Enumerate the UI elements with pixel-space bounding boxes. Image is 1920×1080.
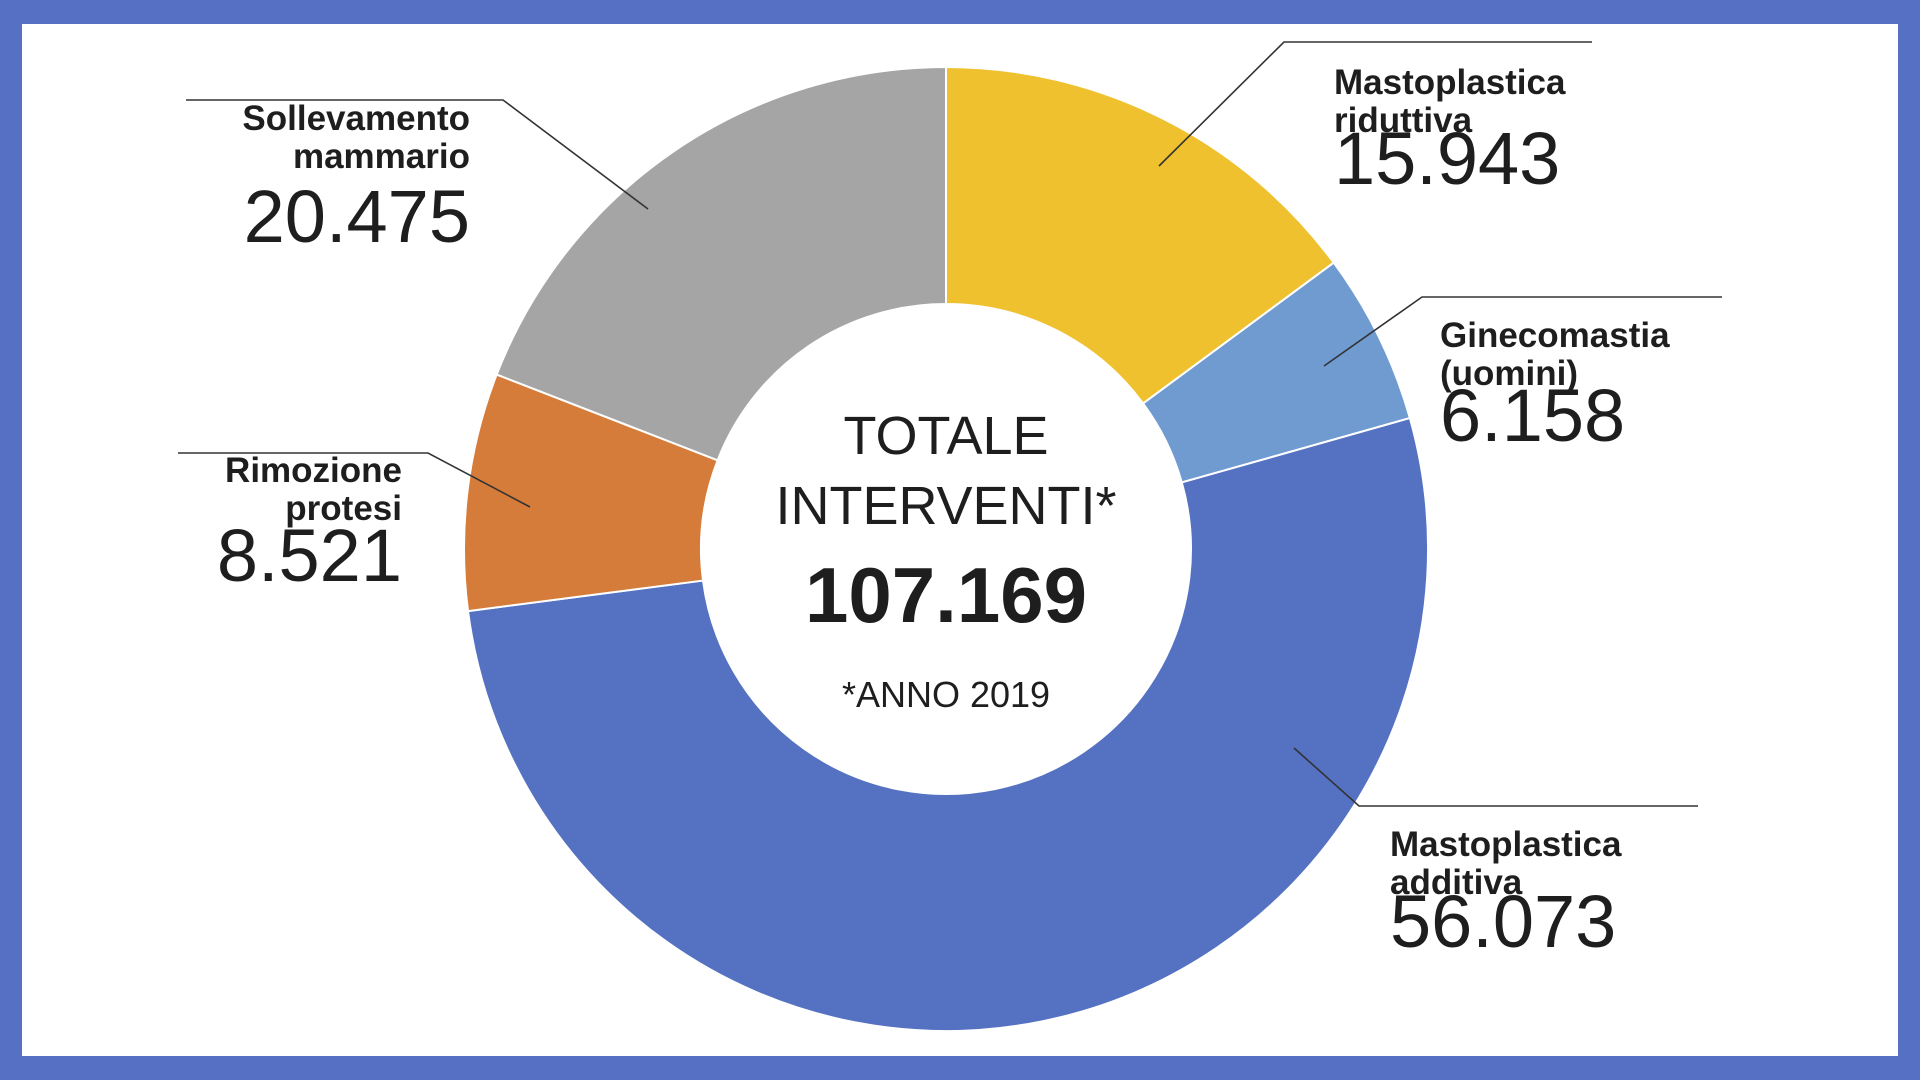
slice-labels: Mastoplasticariduttiva15.943Ginecomastia… — [217, 63, 1670, 963]
donut-chart: Mastoplasticariduttiva15.943Ginecomastia… — [178, 41, 1722, 1033]
slice-label-mastoplastica-additiva-line2: additiva — [1390, 863, 1523, 902]
slice-label-rimozione-protesi-line2: protesi — [285, 489, 402, 528]
slice-label-mastoplastica-riduttiva-line1: Mastoplastica — [1334, 63, 1566, 102]
slice-label-rimozione-protesi-line1: Rimozione — [225, 451, 402, 490]
leader-lines — [178, 41, 1722, 807]
leader-line-mastoplastica-additiva — [1293, 747, 1698, 807]
leader-line-sollevamento-mammario — [186, 99, 649, 210]
donut-slices — [463, 65, 1429, 1033]
slice-label-mastoplastica-additiva-line1: Mastoplastica — [1390, 825, 1622, 864]
slice-value-mastoplastica-riduttiva: 15.943 — [1334, 117, 1560, 200]
slice-value-rimozione-protesi: 8.521 — [217, 514, 402, 597]
leader-line-mastoplastica-riduttiva — [1158, 41, 1592, 167]
slice-value-ginecomastia: 6.158 — [1440, 374, 1625, 457]
slice-label-mastoplastica-riduttiva-line2: riduttiva — [1334, 101, 1473, 140]
center-note: *ANNO 2019 — [842, 674, 1050, 715]
center-title-line1: TOTALE — [843, 406, 1048, 466]
center-title-line2: INTERVENTI* — [775, 476, 1116, 536]
slice-label-ginecomastia-line1: Ginecomastia — [1440, 316, 1670, 355]
leader-line-ginecomastia — [1323, 296, 1722, 367]
slice-label-sollevamento-mammario-line2: mammario — [293, 137, 470, 176]
center-total: 107.169 — [805, 551, 1087, 639]
chart-frame: Mastoplastica riduttiva 15.943 Ginecomastia… — [22, 24, 1898, 1056]
slice-value-sollevamento-mammario: 20.475 — [244, 175, 470, 258]
slice-value-mastoplastica-additiva: 56.073 — [1390, 880, 1616, 963]
slice-label-ginecomastia-line2: (uomini) — [1440, 354, 1578, 393]
slice-label-sollevamento-mammario-line1: Sollevamento — [242, 99, 470, 138]
leader-line-rimozione-protesi — [178, 452, 531, 508]
donut-hole — [701, 304, 1191, 794]
